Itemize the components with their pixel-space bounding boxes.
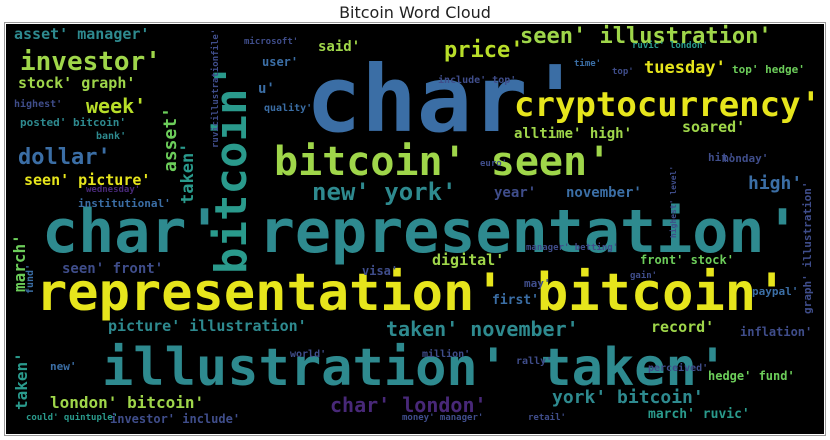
word-year: year'	[494, 185, 537, 201]
word-paypal: paypal'	[752, 285, 799, 298]
word-front-stock: front' stock'	[640, 253, 734, 267]
word-november: november'	[566, 185, 642, 201]
word-inflation: inflation'	[740, 325, 813, 339]
word-picture-illustration: picture' illustration'	[108, 317, 307, 335]
word-monday: monday'	[722, 152, 769, 165]
word-london-bitcoin: london' bitcoin'	[50, 393, 205, 412]
word-time: time'	[574, 59, 602, 69]
word-investor-include: investor' include'	[110, 412, 241, 426]
word-bank: bank'	[96, 131, 127, 142]
word-price: price'	[444, 38, 524, 63]
word-gain: gain'	[630, 271, 658, 281]
word-representation-bitcoin: representation' bitcoin'	[36, 263, 788, 323]
word-taken-vertical: taken'	[178, 142, 198, 204]
word-hedge-fund: hedge' fund'	[708, 369, 795, 383]
word-illustration-taken: illustration' taken'	[102, 338, 729, 398]
word-first: first'	[492, 293, 539, 308]
word-march-ruvic: march' ruvic'	[648, 407, 750, 422]
word-taken-november: taken' november'	[386, 317, 579, 341]
word-microsoft: microsoft'	[244, 37, 299, 47]
word-alltime-high: alltime' high'	[514, 126, 633, 142]
word-world: world'	[290, 349, 327, 360]
word-user: user'	[262, 55, 299, 69]
word-top: top'	[612, 67, 634, 77]
word-ruvic-london: ruvic' london'	[632, 41, 708, 51]
word-retail: retail'	[528, 413, 566, 423]
word-quality: quality'	[264, 103, 313, 114]
word-investor: investor'	[20, 47, 161, 77]
word-cloud-frame: char' char' representation' representati…	[4, 22, 826, 436]
word-seen-illustration: seen' illustration'	[520, 24, 772, 49]
word-ruvicillustrationfile-vertical: ruvicillustrationfile'	[211, 28, 221, 148]
word-dollar: dollar'	[18, 145, 111, 170]
word-fund-vertical: fund'	[25, 263, 36, 294]
word-bitcoin-seen: bitcoin' seen'	[274, 139, 612, 185]
word-may: may'	[524, 277, 551, 290]
word-high: high'	[748, 173, 803, 194]
word-digital: digital'	[432, 251, 505, 269]
word-manager-betting: manager' betting'	[526, 243, 619, 253]
word-posted-bitcoin: posted' bitcoin'	[20, 116, 126, 129]
word-tuesday: tuesday'	[644, 58, 726, 78]
word-seen-front: seen' front'	[62, 261, 164, 277]
word-hit: hit'	[708, 151, 735, 164]
word-institutional: institutional'	[78, 197, 171, 210]
word-rally: rally'	[516, 356, 553, 367]
word-stock-graph: stock' graph'	[18, 74, 136, 92]
word-char-london: char' london'	[330, 393, 487, 417]
chart-title: Bitcoin Word Cloud	[339, 3, 491, 22]
word-could-quintuple: could' quintuple'	[26, 413, 119, 423]
word-graph-illustration-vertical: graph' illustration'	[801, 181, 814, 314]
word-wednesday: wednesday'	[86, 185, 141, 195]
word-char-representation: char' representation'	[42, 197, 801, 267]
word-include-top: include' top'	[438, 75, 517, 86]
word-said: said'	[318, 39, 361, 55]
word-seen-picture: seen' picture'	[24, 171, 151, 189]
word-new: new'	[50, 360, 77, 373]
word-taken-vertical-left: taken'	[12, 352, 31, 410]
word-perceived: perceived'	[648, 363, 709, 374]
word-u: u'	[258, 81, 275, 97]
word-char: char'	[306, 46, 583, 153]
word-asset-vertical: asset'	[160, 106, 181, 172]
word-top-hedge: top' hedge'	[732, 63, 805, 76]
word-asset-manager: asset' manager'	[14, 25, 150, 43]
word-record: record'	[651, 318, 715, 336]
word-york-bitcoin: york' bitcoin'	[552, 387, 704, 408]
word-week: week'	[86, 94, 147, 118]
word-million: million'	[422, 349, 471, 360]
word-cloud: char' char' representation' representati…	[6, 24, 824, 434]
word-cryptocurrency: cryptocurrency'	[514, 85, 822, 125]
word-money-manager: money' manager'	[402, 413, 484, 423]
word-euro: euro'	[480, 159, 508, 169]
word-new-york: new' york'	[312, 178, 457, 206]
word-highest-level-vertical: highest' level'	[669, 165, 678, 238]
word-highest: highest'	[14, 99, 63, 110]
word-visa: visa'	[362, 264, 399, 278]
word-soared: soared'	[682, 118, 746, 136]
